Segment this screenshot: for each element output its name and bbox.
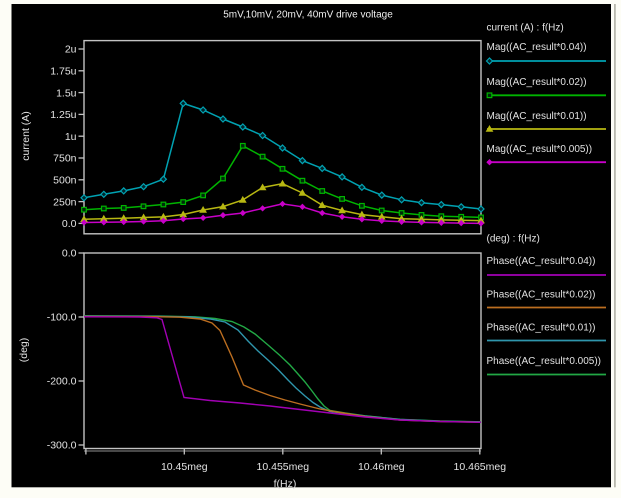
svg-text:f(Hz): f(Hz): [274, 478, 297, 490]
svg-text:Mag((AC_result*0.04)): Mag((AC_result*0.04)): [487, 42, 587, 53]
svg-text:Mag((AC_result*0.01)): Mag((AC_result*0.01)): [487, 111, 587, 122]
svg-text:(deg): (deg): [18, 338, 30, 363]
svg-text:2u: 2u: [65, 44, 77, 56]
svg-text:1.25u: 1.25u: [50, 109, 76, 121]
svg-text:250n: 250n: [53, 196, 77, 208]
svg-text:10.465meg: 10.465meg: [454, 461, 507, 473]
svg-text:Phase((AC_result*0.04)): Phase((AC_result*0.04)): [487, 256, 596, 267]
svg-text:10.455meg: 10.455meg: [257, 461, 310, 473]
svg-text:-300.0: -300.0: [47, 440, 77, 452]
svg-text:1.5u: 1.5u: [56, 87, 77, 99]
svg-text:(deg) : f(Hz): (deg) : f(Hz): [487, 234, 540, 245]
svg-text:Mag((AC_result*0.005)): Mag((AC_result*0.005)): [487, 144, 593, 155]
svg-text:Mag((AC_result*0.02)): Mag((AC_result*0.02)): [487, 77, 587, 88]
svg-text:1.75u: 1.75u: [50, 66, 76, 78]
svg-text:Phase((AC_result*0.005)): Phase((AC_result*0.005)): [487, 356, 602, 367]
svg-text:5mV,10mV, 20mV, 40mV drive vol: 5mV,10mV, 20mV, 40mV drive voltage: [223, 10, 393, 21]
svg-text:-100.0: -100.0: [47, 312, 77, 324]
svg-text:500n: 500n: [53, 175, 77, 187]
svg-text:10.45meg: 10.45meg: [161, 461, 208, 473]
svg-text:10.46meg: 10.46meg: [358, 461, 405, 473]
svg-text:0.0: 0.0: [62, 218, 77, 230]
svg-text:Phase((AC_result*0.01)): Phase((AC_result*0.01)): [487, 323, 596, 334]
svg-text:current (A): current (A): [20, 111, 32, 161]
svg-text:current (A) : f(Hz): current (A) : f(Hz): [487, 23, 564, 34]
svg-text:750n: 750n: [53, 153, 77, 165]
svg-text:-200.0: -200.0: [47, 376, 77, 388]
svg-text:1u: 1u: [65, 131, 77, 143]
svg-text:Phase((AC_result*0.02)): Phase((AC_result*0.02)): [487, 290, 596, 301]
svg-text:0.0: 0.0: [62, 248, 77, 260]
